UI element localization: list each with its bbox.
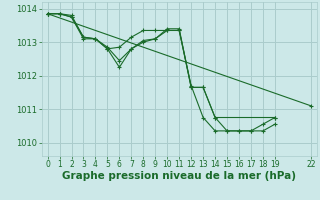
- X-axis label: Graphe pression niveau de la mer (hPa): Graphe pression niveau de la mer (hPa): [62, 171, 296, 181]
